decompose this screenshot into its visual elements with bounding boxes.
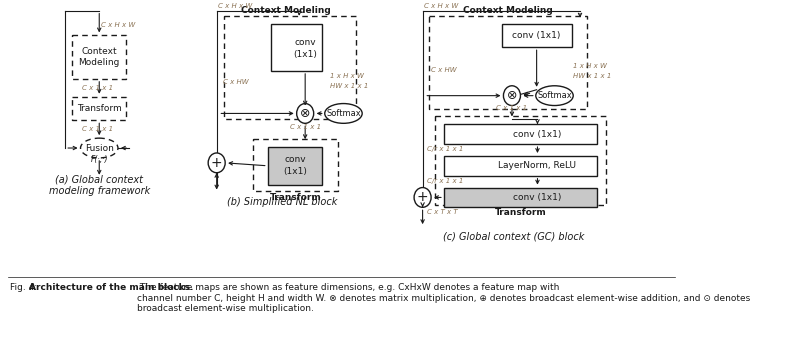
Bar: [444, 124, 597, 144]
Text: conv: conv: [284, 155, 306, 164]
Ellipse shape: [536, 86, 574, 106]
Bar: [268, 147, 322, 184]
Text: Context Modeling: Context Modeling: [463, 6, 553, 15]
Text: +: +: [211, 156, 222, 170]
Bar: [430, 16, 587, 110]
Text: conv (1x1): conv (1x1): [514, 193, 562, 202]
Circle shape: [297, 104, 314, 123]
Text: (c) Global context (GC) block: (c) Global context (GC) block: [443, 232, 585, 242]
Text: C/r x 1 x 1: C/r x 1 x 1: [427, 178, 463, 184]
Text: C x 1 x 1: C x 1 x 1: [82, 85, 113, 91]
Text: (1x1): (1x1): [283, 167, 307, 176]
Text: conv (1x1): conv (1x1): [514, 130, 562, 139]
Text: Transform: Transform: [77, 104, 122, 113]
Text: (1x1): (1x1): [294, 50, 317, 59]
Bar: [254, 139, 338, 190]
Text: Transform: Transform: [270, 193, 322, 202]
Circle shape: [503, 86, 521, 106]
Bar: [444, 156, 597, 176]
Bar: [72, 35, 126, 79]
Circle shape: [414, 188, 431, 207]
Text: Context
Modeling: Context Modeling: [78, 47, 120, 67]
Text: (a) Global context
modeling framework: (a) Global context modeling framework: [49, 175, 150, 196]
Text: Fusion: Fusion: [85, 144, 114, 153]
Bar: [502, 23, 571, 47]
Bar: [435, 117, 606, 205]
Text: C x HW: C x HW: [431, 67, 457, 73]
Text: C x T x T: C x T x T: [427, 209, 458, 215]
Text: Context Modeling: Context Modeling: [241, 6, 331, 15]
Text: C x HW: C x HW: [223, 79, 249, 85]
Circle shape: [208, 153, 225, 173]
Text: LayerNorm, ReLU: LayerNorm, ReLU: [498, 161, 577, 170]
Text: Fig. 4:: Fig. 4:: [10, 284, 40, 292]
Text: C x H x W: C x H x W: [424, 3, 458, 9]
Text: (b) Simplified NL block: (b) Simplified NL block: [227, 197, 338, 207]
Text: Softmax: Softmax: [326, 109, 361, 118]
Text: ⊗: ⊗: [506, 89, 517, 102]
Text: C x 1 x 1: C x 1 x 1: [82, 126, 113, 132]
Text: C x H x W: C x H x W: [101, 21, 135, 28]
Text: conv (1x1): conv (1x1): [513, 31, 561, 40]
Text: +: +: [417, 190, 429, 204]
Text: C x 1 x 1: C x 1 x 1: [290, 124, 321, 130]
Text: C/r x 1 x 1: C/r x 1 x 1: [427, 146, 463, 152]
Bar: [72, 97, 126, 120]
Ellipse shape: [81, 138, 118, 158]
Text: ⊗: ⊗: [300, 107, 310, 120]
Text: Softmax: Softmax: [537, 91, 572, 100]
Bar: [271, 23, 322, 71]
Text: HW x 1 x 1: HW x 1 x 1: [330, 83, 368, 89]
Text: F(·,·): F(·,·): [90, 155, 108, 164]
Bar: [444, 188, 597, 207]
Text: HW x 1 x 1: HW x 1 x 1: [574, 73, 611, 79]
Text: 1 x H x W: 1 x H x W: [574, 63, 607, 69]
Text: C x 1 x 1: C x 1 x 1: [496, 105, 527, 112]
Text: Architecture of the main blocks.: Architecture of the main blocks.: [29, 284, 193, 292]
Text: 1 x H x W: 1 x H x W: [330, 73, 364, 79]
Text: The feature maps are shown as feature dimensions, e.g. CxHxW denotes a feature m: The feature maps are shown as feature di…: [137, 284, 750, 313]
Bar: [224, 16, 356, 119]
Text: Transform: Transform: [494, 208, 546, 217]
Ellipse shape: [325, 104, 362, 123]
Text: C x H x W: C x H x W: [218, 3, 253, 9]
Text: conv: conv: [294, 38, 316, 47]
